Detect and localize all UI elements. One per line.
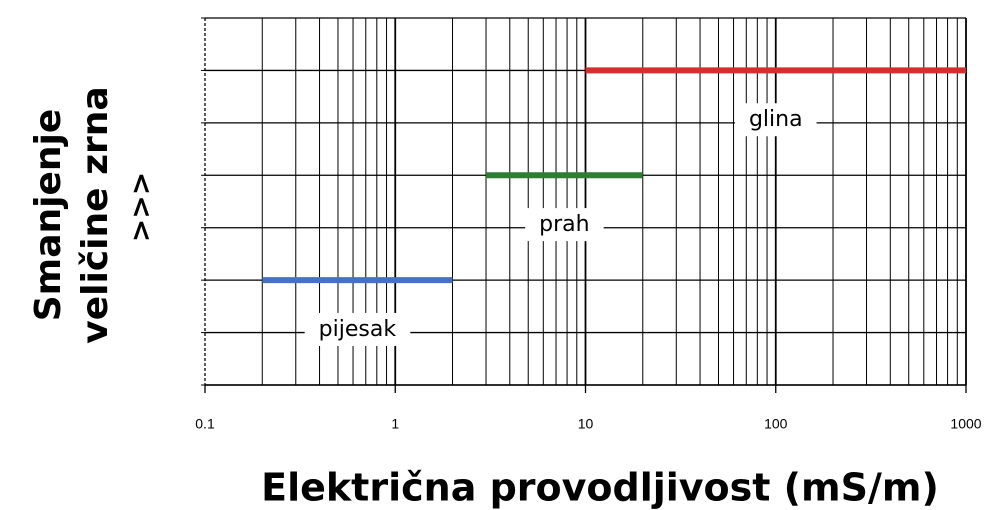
range-label: glina: [749, 107, 803, 132]
label-background: [525, 208, 604, 242]
range-label: pijesak: [319, 317, 397, 342]
x-tick-label: 0.1: [195, 416, 215, 432]
x-tick-label: 1: [391, 416, 399, 432]
y-axis-arrows: >>>: [124, 172, 157, 242]
x-tick-label: 100: [764, 416, 788, 432]
y-axis-title: Smanjenje: [28, 109, 69, 322]
y-axis-title: veličine zrna: [75, 86, 116, 343]
label-background: [304, 312, 411, 346]
x-tick-label: 10: [578, 416, 594, 432]
label-background: [734, 103, 817, 137]
y-label-group: >>>: [124, 172, 157, 242]
y-label-group: veličine zrna: [75, 86, 116, 343]
x-tick-label: 1000: [950, 416, 981, 432]
range-label: prah: [539, 212, 589, 237]
x-axis-title: Električna provodljivost (mS/m): [261, 466, 939, 510]
y-label-group: Smanjenje: [28, 109, 69, 322]
